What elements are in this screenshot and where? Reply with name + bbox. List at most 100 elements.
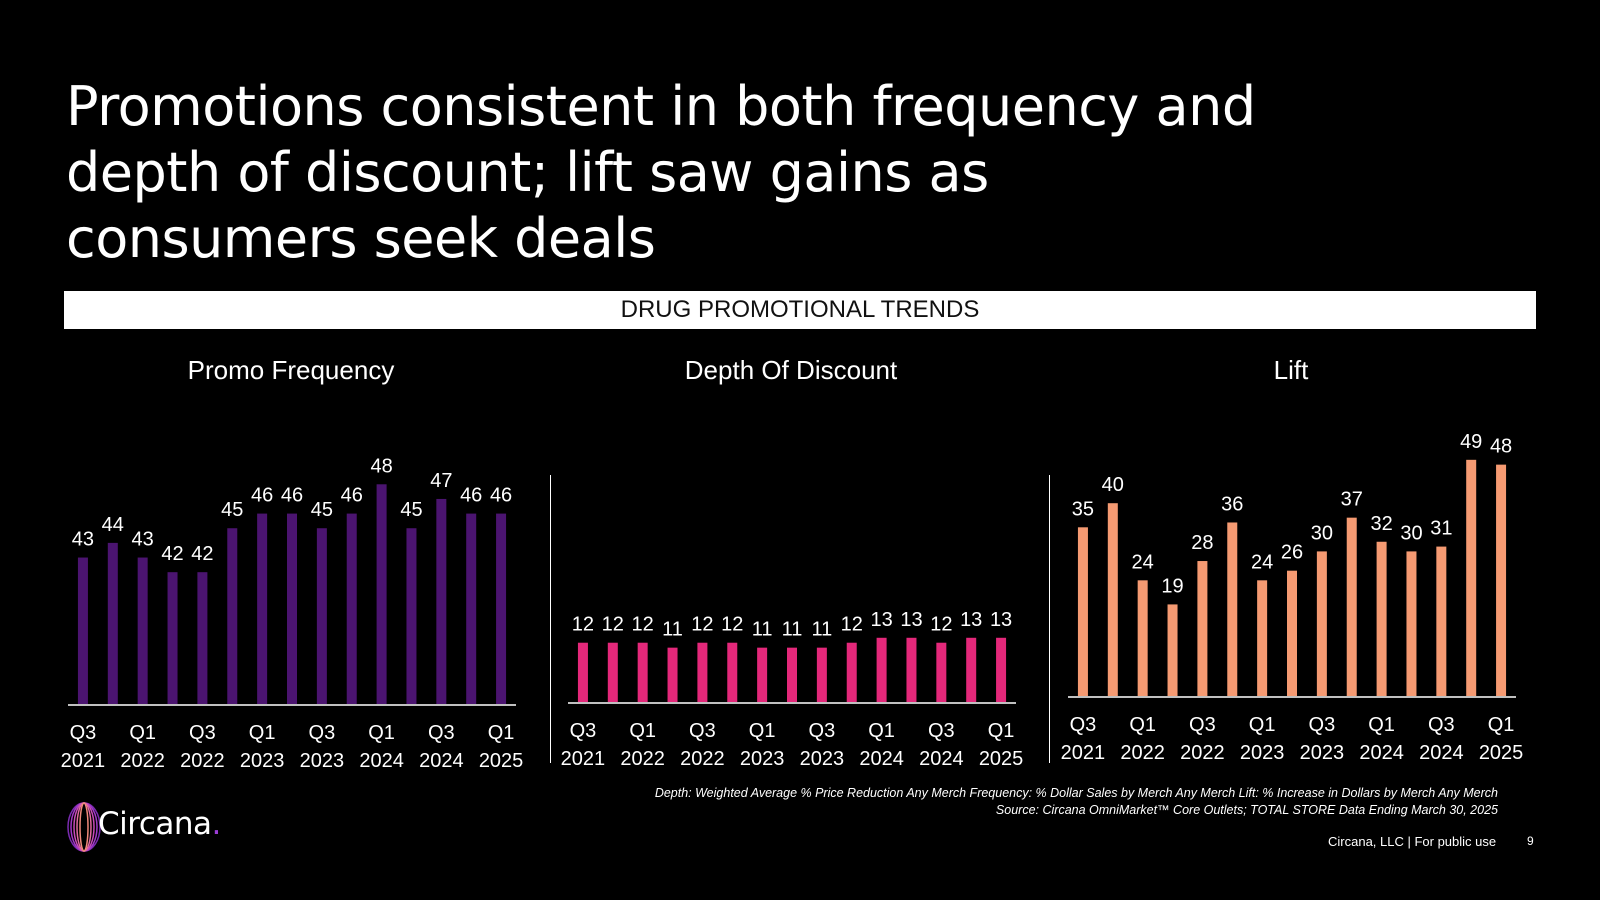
data-label: 13 bbox=[960, 609, 982, 631]
lift-chart: Lift 35 40 24 19 28 36 24 26 30 37 32 30 31 49 48 Q3 2021… bbox=[1061, 355, 1524, 764]
data-label: 42 bbox=[161, 543, 183, 565]
bar-q1-2025 bbox=[496, 513, 507, 704]
footnote-definitions: Depth: Weighted Average % Price Reductio… bbox=[654, 786, 1498, 800]
data-label: 46 bbox=[281, 485, 303, 507]
x-tick-label: Q1 2024 bbox=[359, 722, 404, 772]
x-tick-label: Q3 2021 bbox=[1061, 714, 1106, 764]
data-label: 31 bbox=[1430, 518, 1452, 540]
data-label: 48 bbox=[370, 455, 392, 477]
bar-q1-2024 bbox=[1376, 541, 1387, 696]
data-label: 13 bbox=[870, 609, 892, 631]
data-label: 26 bbox=[1281, 542, 1303, 564]
data-label: 28 bbox=[1191, 532, 1213, 554]
bar-q2-2024 bbox=[1406, 551, 1417, 696]
data-label: 45 bbox=[311, 499, 333, 521]
page-title: Promotions consistent in both frequency … bbox=[66, 75, 1256, 270]
data-label: 12 bbox=[691, 614, 713, 636]
bar-q3-2024 bbox=[1436, 546, 1447, 696]
data-label: 46 bbox=[251, 485, 273, 507]
data-label: 47 bbox=[430, 470, 452, 492]
x-tick-label: Q1 2023 bbox=[740, 720, 785, 770]
data-label: 46 bbox=[490, 485, 512, 507]
data-label: 24 bbox=[1132, 551, 1154, 573]
bar-q3-2023 bbox=[816, 647, 827, 702]
data-label: 13 bbox=[900, 609, 922, 631]
data-label: 45 bbox=[221, 499, 243, 521]
x-tick-label: Q1 2025 bbox=[1479, 714, 1524, 764]
bar-q3-2022 bbox=[697, 642, 708, 702]
data-label: 12 bbox=[721, 614, 743, 636]
data-label: 46 bbox=[460, 485, 482, 507]
bar-q3-2022 bbox=[197, 572, 208, 704]
footer-legal: Circana, LLC | For public use bbox=[1328, 834, 1497, 849]
x-tick-label: Q3 2023 bbox=[1300, 714, 1345, 764]
x-tick-label: Q1 2024 bbox=[1359, 714, 1404, 764]
bar-q1-2025 bbox=[996, 637, 1007, 702]
bar-q1-2023 bbox=[257, 513, 268, 704]
data-label: 49 bbox=[1460, 431, 1482, 453]
data-label: 40 bbox=[1102, 474, 1124, 496]
bar-q4-2021 bbox=[607, 642, 618, 702]
bar-q4-2021 bbox=[107, 542, 118, 704]
bar-q4-2023 bbox=[346, 513, 357, 704]
data-label: 12 bbox=[572, 614, 594, 636]
chart-title: Lift bbox=[1274, 355, 1309, 385]
x-tick-label: Q1 2022 bbox=[620, 720, 665, 770]
data-label: 12 bbox=[930, 614, 952, 636]
bar-q2-2023 bbox=[787, 647, 797, 702]
data-label: 42 bbox=[191, 543, 213, 565]
x-tick-label: Q3 2024 bbox=[419, 722, 464, 772]
data-label: 19 bbox=[1161, 575, 1183, 597]
bar-q2-2022 bbox=[667, 647, 678, 702]
bar-q3-2023 bbox=[316, 528, 327, 704]
bar-q4-2024 bbox=[966, 637, 977, 702]
bar-q2-2023 bbox=[1287, 570, 1297, 696]
promo-frequency-chart: Promo Frequency 43 44 43 42 42 45 46 46 45 46 48 45 4… bbox=[61, 355, 524, 772]
footnote-source: Source: Circana OmniMarket™ Core Outlets… bbox=[995, 803, 1498, 817]
x-tick-label: Q1 2023 bbox=[240, 722, 285, 772]
data-label: 11 bbox=[752, 619, 773, 641]
x-tick-label: Q3 2022 bbox=[180, 722, 225, 772]
data-label: 46 bbox=[341, 485, 363, 507]
data-label: 43 bbox=[72, 529, 94, 551]
chart-divider-left bbox=[550, 475, 551, 763]
bar-q1-2023 bbox=[1257, 580, 1268, 696]
circana-logo-icon bbox=[67, 802, 101, 852]
data-label: 36 bbox=[1221, 493, 1243, 515]
data-label: 24 bbox=[1251, 551, 1273, 573]
bar-q2-2022 bbox=[167, 572, 178, 704]
bar-q1-2022 bbox=[1137, 580, 1148, 696]
bar-q1-2023 bbox=[757, 647, 768, 702]
x-tick-label: Q3 2024 bbox=[1419, 714, 1464, 764]
bar-q1-2024 bbox=[876, 637, 887, 702]
data-label: 44 bbox=[102, 514, 124, 536]
bar-q2-2023 bbox=[287, 513, 297, 704]
x-tick-label: Q1 2022 bbox=[1120, 714, 1165, 764]
x-tick-label: Q3 2024 bbox=[919, 720, 964, 770]
bar-q2-2024 bbox=[906, 637, 917, 702]
data-label: 11 bbox=[811, 619, 832, 641]
bar-q1-2022 bbox=[637, 642, 648, 702]
bar-q4-2024 bbox=[1466, 459, 1477, 696]
circana-logo-wordmark: Circana. bbox=[98, 806, 221, 842]
x-tick-label: Q3 2022 bbox=[680, 720, 725, 770]
circana-logo: Circana. bbox=[64, 800, 254, 856]
bar-q3-2022 bbox=[1197, 561, 1208, 696]
page-number: 9 bbox=[1527, 834, 1534, 848]
x-tick-label: Q1 2022 bbox=[120, 722, 164, 772]
x-tick-label: Q3 2021 bbox=[61, 722, 106, 772]
bar-q4-2022 bbox=[1227, 522, 1238, 696]
x-tick-label: Q1 2023 bbox=[1240, 714, 1285, 764]
bar-q1-2024 bbox=[376, 484, 387, 704]
data-label: 45 bbox=[400, 499, 422, 521]
x-tick-label: Q1 2024 bbox=[859, 720, 904, 770]
chart-divider-right bbox=[1049, 475, 1050, 763]
chart-title: Promo Frequency bbox=[188, 355, 395, 385]
bar-q3-2021 bbox=[577, 642, 588, 702]
data-label: 12 bbox=[841, 614, 863, 636]
x-tick-label: Q1 2025 bbox=[479, 722, 523, 772]
bar-q4-2021 bbox=[1107, 503, 1118, 696]
x-tick-label: Q3 2023 bbox=[300, 722, 345, 772]
data-label: 30 bbox=[1400, 522, 1422, 544]
bar-q4-2023 bbox=[1346, 517, 1357, 696]
